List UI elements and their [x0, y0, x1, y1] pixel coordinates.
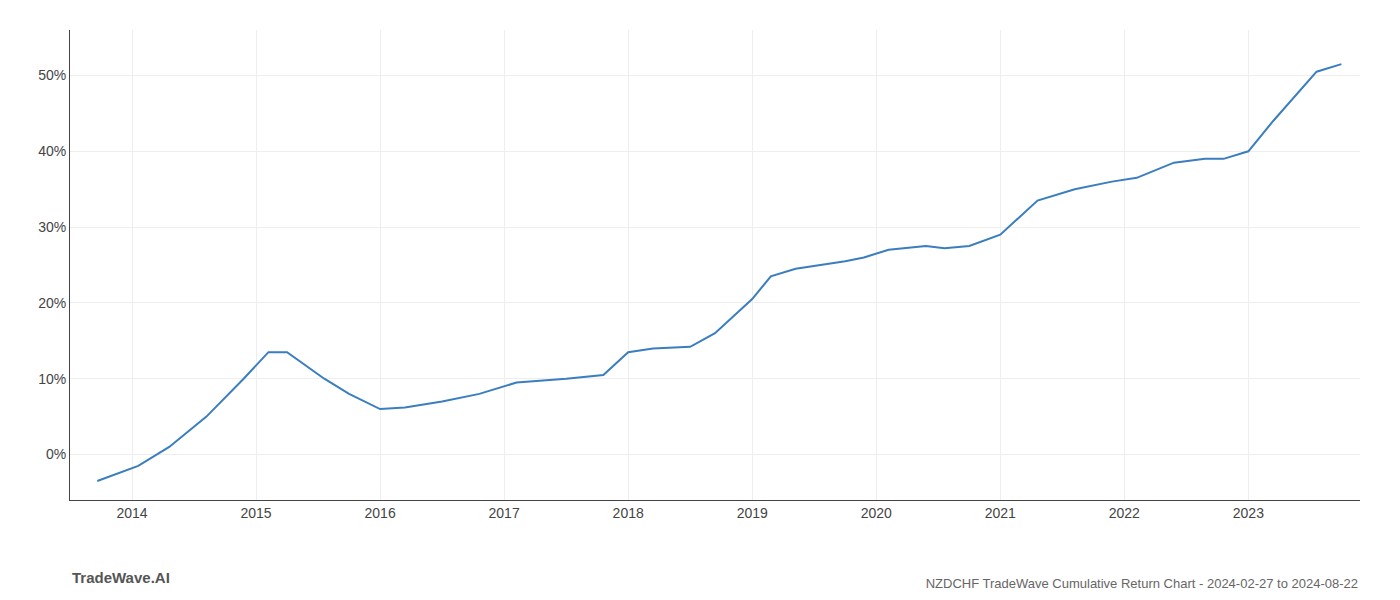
svg-text:40%: 40%	[38, 143, 66, 159]
svg-text:2023: 2023	[1233, 505, 1264, 521]
svg-text:2022: 2022	[1109, 505, 1140, 521]
svg-text:2014: 2014	[116, 505, 147, 521]
svg-text:2020: 2020	[861, 505, 892, 521]
svg-text:2021: 2021	[985, 505, 1016, 521]
svg-text:2016: 2016	[365, 505, 396, 521]
svg-text:2017: 2017	[489, 505, 520, 521]
svg-text:50%: 50%	[38, 67, 66, 83]
svg-text:2019: 2019	[737, 505, 768, 521]
svg-text:2015: 2015	[240, 505, 271, 521]
svg-text:20%: 20%	[38, 295, 66, 311]
svg-text:30%: 30%	[38, 219, 66, 235]
svg-text:TradeWave.AI: TradeWave.AI	[72, 569, 170, 586]
svg-text:0%: 0%	[46, 446, 66, 462]
svg-text:2018: 2018	[613, 505, 644, 521]
svg-text:NZDCHF TradeWave Cumulative Re: NZDCHF TradeWave Cumulative Return Chart…	[926, 576, 1358, 591]
svg-text:10%: 10%	[38, 371, 66, 387]
